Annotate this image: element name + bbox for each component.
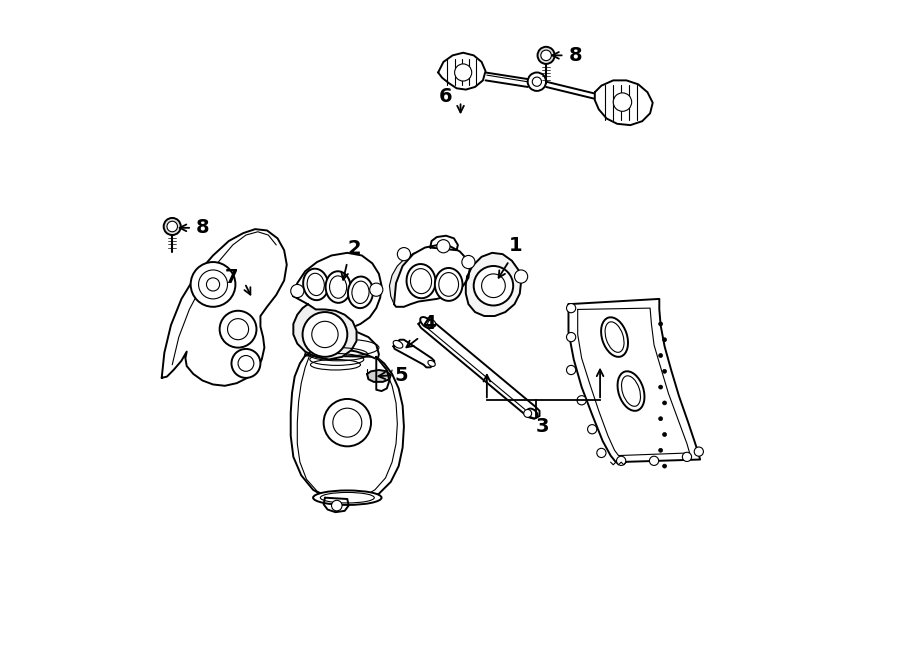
Circle shape — [682, 452, 691, 461]
Ellipse shape — [352, 281, 369, 303]
Text: 6: 6 — [439, 87, 453, 106]
Circle shape — [238, 356, 254, 371]
Circle shape — [291, 284, 304, 297]
Polygon shape — [324, 498, 348, 512]
Circle shape — [659, 448, 662, 452]
Polygon shape — [569, 299, 700, 462]
Text: 8: 8 — [569, 46, 582, 65]
Polygon shape — [595, 81, 652, 125]
Circle shape — [566, 332, 576, 342]
Circle shape — [454, 64, 472, 81]
Circle shape — [577, 396, 586, 405]
Ellipse shape — [605, 322, 624, 352]
Circle shape — [231, 349, 260, 378]
Circle shape — [662, 432, 667, 436]
Ellipse shape — [435, 268, 463, 301]
Circle shape — [462, 255, 475, 268]
Circle shape — [515, 270, 527, 283]
Circle shape — [473, 266, 513, 305]
Ellipse shape — [348, 276, 373, 308]
Ellipse shape — [407, 264, 436, 298]
Text: 2: 2 — [347, 239, 361, 258]
Circle shape — [302, 312, 347, 357]
Ellipse shape — [320, 492, 374, 503]
Circle shape — [566, 366, 576, 375]
Circle shape — [524, 409, 532, 417]
Text: 5: 5 — [395, 366, 409, 385]
Circle shape — [331, 500, 342, 511]
Polygon shape — [367, 370, 391, 382]
Ellipse shape — [303, 268, 328, 300]
Ellipse shape — [329, 276, 346, 298]
Circle shape — [436, 240, 450, 253]
Ellipse shape — [326, 271, 351, 303]
Text: 8: 8 — [196, 218, 210, 237]
Circle shape — [588, 424, 597, 434]
Polygon shape — [305, 330, 379, 360]
Polygon shape — [291, 356, 404, 503]
Circle shape — [532, 77, 542, 87]
Text: 1: 1 — [509, 237, 523, 255]
Text: 3: 3 — [536, 417, 549, 436]
Polygon shape — [293, 253, 382, 329]
Polygon shape — [293, 304, 356, 360]
Polygon shape — [162, 229, 287, 386]
Circle shape — [662, 369, 667, 373]
Polygon shape — [430, 236, 458, 251]
Ellipse shape — [428, 360, 436, 366]
Ellipse shape — [601, 317, 628, 357]
Circle shape — [662, 401, 667, 405]
Circle shape — [199, 270, 228, 299]
Polygon shape — [390, 251, 430, 304]
Text: 7: 7 — [225, 268, 238, 288]
Circle shape — [613, 93, 632, 111]
Circle shape — [167, 221, 177, 232]
Circle shape — [206, 278, 220, 291]
Circle shape — [370, 283, 382, 296]
Circle shape — [659, 385, 662, 389]
Circle shape — [662, 464, 667, 468]
Circle shape — [694, 447, 704, 456]
Circle shape — [428, 320, 436, 328]
Circle shape — [616, 456, 625, 465]
Circle shape — [191, 262, 236, 307]
Circle shape — [662, 338, 667, 342]
Ellipse shape — [410, 268, 432, 293]
Circle shape — [324, 399, 371, 446]
Ellipse shape — [307, 273, 324, 295]
Polygon shape — [394, 245, 470, 307]
Circle shape — [397, 248, 410, 260]
Ellipse shape — [420, 317, 432, 328]
Circle shape — [541, 50, 552, 61]
Ellipse shape — [617, 371, 644, 411]
Circle shape — [482, 274, 505, 297]
Circle shape — [659, 322, 662, 326]
Text: 4: 4 — [422, 314, 436, 333]
Ellipse shape — [622, 376, 641, 407]
Circle shape — [659, 354, 662, 358]
Circle shape — [333, 408, 362, 437]
Polygon shape — [393, 340, 434, 368]
Circle shape — [527, 73, 546, 91]
Circle shape — [659, 416, 662, 420]
Ellipse shape — [393, 340, 403, 348]
Polygon shape — [418, 319, 539, 418]
Circle shape — [311, 321, 338, 348]
Circle shape — [228, 319, 248, 340]
Ellipse shape — [527, 408, 537, 418]
Polygon shape — [466, 253, 521, 316]
Circle shape — [164, 218, 181, 235]
Circle shape — [537, 47, 554, 64]
Ellipse shape — [439, 272, 459, 296]
Circle shape — [220, 311, 256, 348]
Circle shape — [566, 303, 576, 313]
Circle shape — [650, 456, 659, 465]
Polygon shape — [438, 53, 485, 90]
Polygon shape — [376, 357, 390, 391]
Circle shape — [597, 448, 606, 457]
Ellipse shape — [313, 490, 382, 505]
Polygon shape — [578, 308, 689, 455]
